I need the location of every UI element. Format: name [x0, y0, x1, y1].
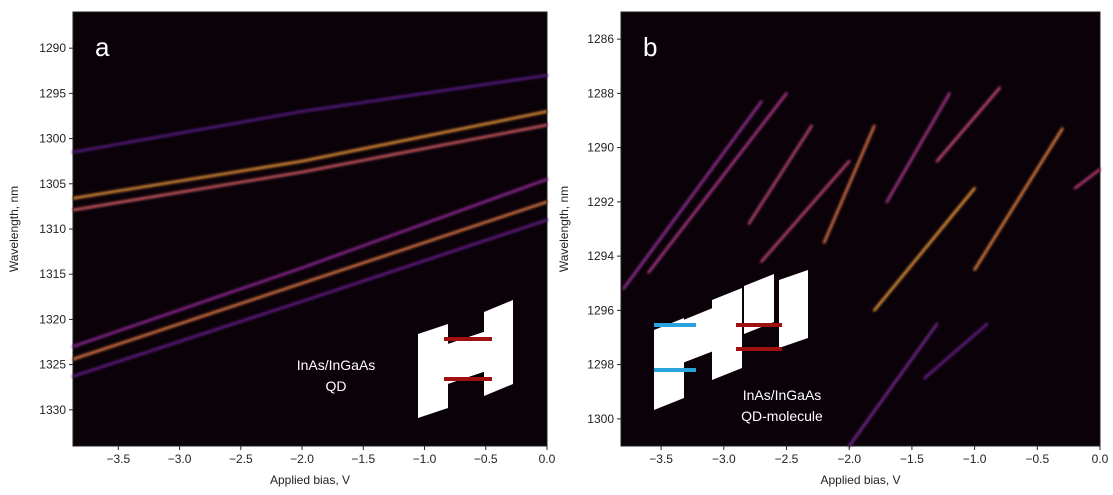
- emission-line: [747, 124, 813, 225]
- emission-line: [622, 100, 763, 290]
- emission-line: [935, 86, 1001, 163]
- x-tick-label: −3.0: [168, 452, 192, 466]
- annotation: InAs/InGaAs: [743, 387, 822, 403]
- x-tick-label: −1.5: [351, 452, 375, 466]
- emission-line: [873, 187, 976, 312]
- x-tick-label: −2.0: [837, 452, 861, 466]
- y-tick-label: 1292: [587, 195, 614, 209]
- x-tick-label: −1.0: [963, 452, 987, 466]
- y-tick-label: 1294: [587, 249, 614, 263]
- y-tick-label: 1298: [587, 358, 614, 372]
- inset-shape: [484, 300, 513, 396]
- inset-shape: [744, 274, 774, 334]
- y-tick-label: 1290: [587, 141, 614, 155]
- x-tick-label: −1.5: [900, 452, 924, 466]
- x-tick-label: −0.5: [1025, 452, 1049, 466]
- x-axis-label: Applied bias, V: [270, 473, 350, 487]
- emission-line: [848, 322, 939, 448]
- y-axis-label: Wavelength, nm: [7, 186, 21, 272]
- annotation: QD: [326, 378, 347, 394]
- emission-line: [822, 124, 876, 244]
- x-tick-label: −2.5: [229, 452, 253, 466]
- emission-line: [71, 218, 549, 378]
- y-tick-label: 1325: [39, 358, 66, 372]
- y-tick-label: 1305: [39, 177, 66, 191]
- emission-line: [760, 159, 851, 263]
- inset-shape: [712, 288, 742, 380]
- y-tick-label: 1288: [587, 86, 614, 100]
- y-tick-label: 1330: [39, 403, 66, 417]
- y-tick-label: 1310: [39, 222, 66, 236]
- x-tick-label: −2.5: [775, 452, 799, 466]
- emission-line: [885, 92, 951, 204]
- emission-line: [973, 127, 1064, 271]
- y-tick-label: 1290: [39, 41, 66, 55]
- x-tick-label: −2.0: [290, 452, 314, 466]
- x-tick-label: −3.5: [649, 452, 673, 466]
- y-tick-label: 1315: [39, 267, 66, 281]
- x-axis-label: Applied bias, V: [820, 473, 900, 487]
- x-tick-label: 0.0: [1092, 452, 1109, 466]
- x-tick-label: 0.0: [539, 452, 556, 466]
- emission-line: [923, 322, 989, 380]
- annotation: InAs/InGaAs: [297, 357, 376, 373]
- emission-line: [71, 74, 549, 154]
- plot-area: [621, 12, 1100, 446]
- y-tick-label: 1295: [39, 86, 66, 100]
- y-tick-label: 1296: [587, 303, 614, 317]
- emission-line: [71, 110, 549, 200]
- emission-line: [71, 200, 549, 361]
- panel-label: a: [95, 32, 110, 62]
- x-tick-label: −1.0: [413, 452, 437, 466]
- y-tick-label: 1320: [39, 312, 66, 326]
- emission-line: [1073, 168, 1102, 190]
- emission-line: [71, 178, 549, 348]
- panel-label: b: [643, 32, 657, 62]
- plot-frame: [620, 11, 1101, 447]
- x-tick-label: −3.5: [106, 452, 130, 466]
- annotation: QD-molecule: [741, 408, 823, 424]
- y-axis-label: Wavelength, nm: [557, 186, 571, 272]
- plot-frame: [72, 11, 548, 447]
- y-tick-label: 1300: [587, 412, 614, 426]
- x-tick-label: −0.5: [474, 452, 498, 466]
- y-tick-label: 1286: [587, 32, 614, 46]
- inset-shape: [779, 270, 808, 348]
- emission-line: [647, 92, 788, 274]
- y-tick-label: 1300: [39, 132, 66, 146]
- x-tick-label: −3.0: [712, 452, 736, 466]
- emission-line: [71, 123, 549, 212]
